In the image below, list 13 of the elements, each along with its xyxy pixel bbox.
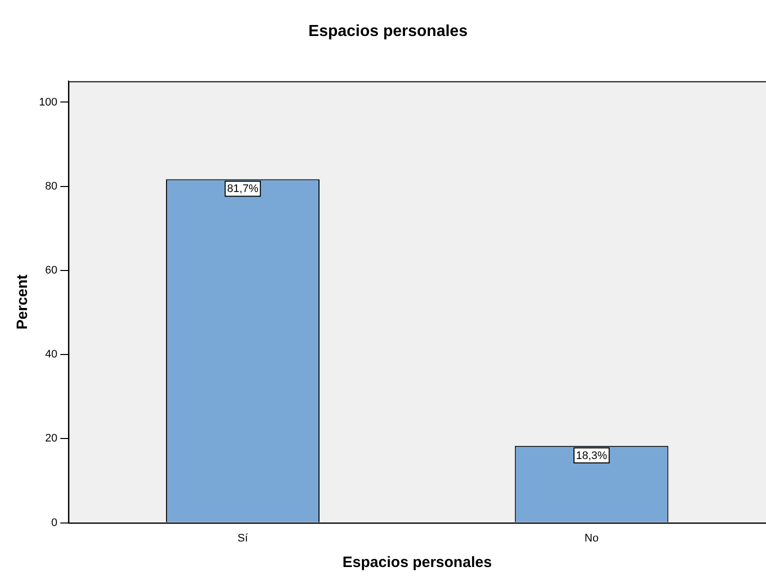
y-tick-label: 100 xyxy=(38,96,58,108)
data-label: 18,3% xyxy=(576,450,608,462)
y-axis-title: Percent xyxy=(14,274,32,330)
chart-title: Espacios personales xyxy=(308,23,468,40)
y-tick-label: 0 xyxy=(51,516,58,529)
y-tick-label: 60 xyxy=(45,264,58,276)
y-tick-label: 80 xyxy=(45,180,58,192)
x-tick-label: Sí xyxy=(238,532,249,544)
y-tick-label: 20 xyxy=(45,432,58,445)
x-axis-title: Espacios personales xyxy=(342,554,492,572)
x-tick-label: No xyxy=(584,532,599,544)
y-tick-label: 40 xyxy=(45,348,58,361)
data-label: 81,7% xyxy=(227,183,259,196)
